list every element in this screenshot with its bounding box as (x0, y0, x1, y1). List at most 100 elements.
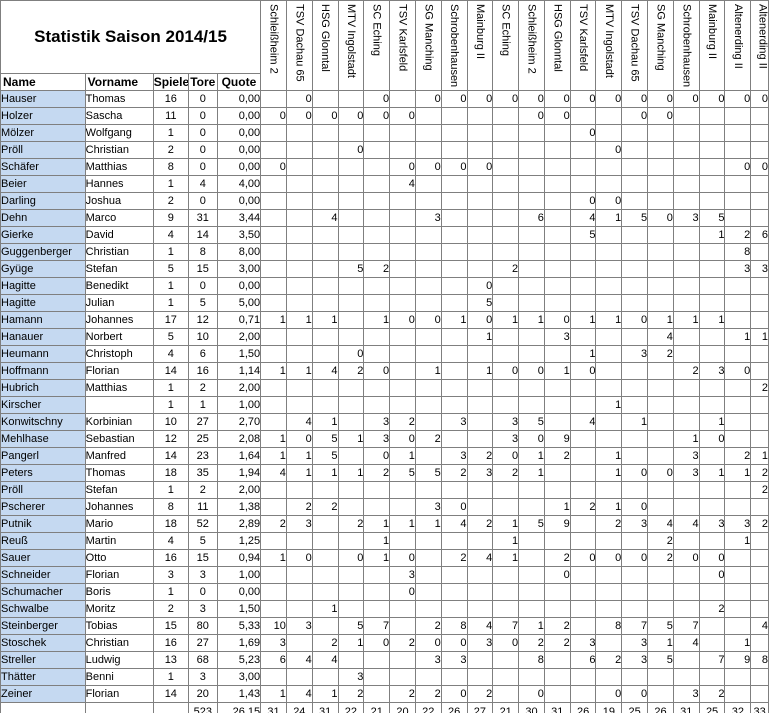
game-goals-cell (672, 600, 700, 618)
game-goals-cell (672, 107, 700, 125)
player-vorname-cell: Marco (84, 209, 154, 227)
game-goals-cell (543, 379, 571, 397)
game-goals-cell (698, 192, 726, 210)
game-goals-cell (750, 362, 769, 380)
opponent-header: Mainburg II (698, 0, 726, 91)
game-goals-cell (750, 243, 769, 261)
total-goals: 523 (187, 702, 218, 713)
game-goals-cell (698, 158, 726, 176)
game-goals-cell (647, 226, 674, 244)
game-goals-cell (621, 124, 649, 142)
game-goals-cell: 2 (543, 447, 571, 465)
game-goals-cell (466, 481, 494, 499)
game-goals-cell (363, 294, 391, 312)
game-goals-cell (337, 481, 365, 499)
game-goals-cell (466, 668, 494, 686)
game-goals-cell (440, 396, 468, 414)
game-goals-cell: 1 (647, 634, 674, 652)
game-goals-cell: 0 (363, 634, 391, 652)
game-goals-cell (414, 379, 442, 397)
game-goals-cell (311, 668, 339, 686)
game-goals-cell: 4 (750, 617, 769, 635)
player-vorname-cell: Joshua (84, 192, 154, 210)
player-row: Schäfer Matthias 8 0 0,00 0 0 0 0 0 0 0 (0, 158, 769, 176)
game-goals-cell: 3 (440, 447, 468, 465)
game-goals-cell (414, 243, 442, 261)
game-goals-cell (466, 192, 494, 210)
game-goals-cell (311, 617, 339, 635)
game-goals-cell (647, 260, 674, 278)
player-vorname-cell: Christian (84, 634, 154, 652)
game-goals-cell (260, 600, 287, 618)
game-goals-cell (466, 175, 494, 193)
game-goals-cell (311, 294, 339, 312)
game-goals-cell (260, 328, 287, 346)
game-goals-cell (750, 277, 769, 295)
game-goals-cell: 0 (595, 549, 623, 567)
game-goals-cell: 0 (698, 430, 726, 448)
opponent-header: MTV Ingolstadt (337, 0, 365, 91)
game-goals-cell: 2 (724, 447, 752, 465)
player-spiele-cell: 2 (152, 600, 189, 618)
game-goals-cell (518, 532, 545, 550)
game-goals-cell (260, 209, 287, 227)
game-goals-cell: 7 (363, 617, 391, 635)
game-goals-cell (414, 396, 442, 414)
game-goals-cell (621, 447, 649, 465)
game-goals-cell (647, 447, 674, 465)
player-tore-cell: 0 (187, 107, 218, 125)
game-goals-cell (440, 481, 468, 499)
game-goals-cell (647, 192, 674, 210)
game-goals-cell (672, 413, 700, 431)
game-goals-cell (492, 294, 520, 312)
game-goals-cell (389, 617, 416, 635)
player-spiele-cell: 1 (152, 379, 189, 397)
game-goals-cell: 2 (363, 464, 391, 482)
game-goals-cell (260, 175, 287, 193)
game-goals-cell: 4 (260, 464, 287, 482)
game-goals-cell: 2 (389, 413, 416, 431)
player-tore-cell: 14 (187, 226, 218, 244)
game-goals-cell: 2 (672, 362, 700, 380)
game-goals-cell (285, 209, 313, 227)
game-goals-cell (518, 124, 545, 142)
game-goals-cell (414, 668, 442, 686)
game-goals-cell (440, 124, 468, 142)
game-goals-cell: 3 (750, 260, 769, 278)
game-goals-cell (543, 532, 571, 550)
game-goals-cell: 5 (311, 447, 339, 465)
game-goals-cell: 2 (492, 260, 520, 278)
game-goals-cell: 0 (698, 566, 726, 584)
game-goals-cell (750, 413, 769, 431)
game-goals-cell (414, 141, 442, 159)
game-goals-cell (569, 158, 597, 176)
game-goals-cell: 3 (363, 413, 391, 431)
game-goals-cell (285, 294, 313, 312)
player-row: Guggenberger Christian 1 8 8,00 8 (0, 243, 769, 261)
game-goals-cell (363, 583, 391, 601)
game-goals-cell: 4 (672, 634, 700, 652)
game-goals-cell (466, 141, 494, 159)
game-goals-cell (363, 668, 391, 686)
game-goals-cell (698, 277, 726, 295)
game-goals-cell: 1 (698, 226, 726, 244)
player-quote-cell: 3,00 (216, 668, 262, 686)
game-goals-cell: 4 (285, 413, 313, 431)
game-goals-cell (698, 328, 726, 346)
game-goals-cell (569, 617, 597, 635)
game-goals-cell: 0 (363, 90, 391, 108)
game-goals-cell (724, 141, 752, 159)
game-goals-cell (750, 634, 769, 652)
game-goals-cell (337, 158, 365, 176)
game-total-cell: 25 (698, 702, 726, 713)
player-tore-cell: 3 (187, 668, 218, 686)
game-goals-cell (672, 175, 700, 193)
game-goals-cell (595, 294, 623, 312)
player-name-cell: Pscherer (0, 498, 86, 516)
game-goals-cell (363, 566, 391, 584)
game-goals-cell (466, 260, 494, 278)
player-quote-cell: 0,00 (216, 141, 262, 159)
player-tore-cell: 2 (187, 481, 218, 499)
game-goals-cell: 2 (543, 617, 571, 635)
game-goals-cell (285, 124, 313, 142)
